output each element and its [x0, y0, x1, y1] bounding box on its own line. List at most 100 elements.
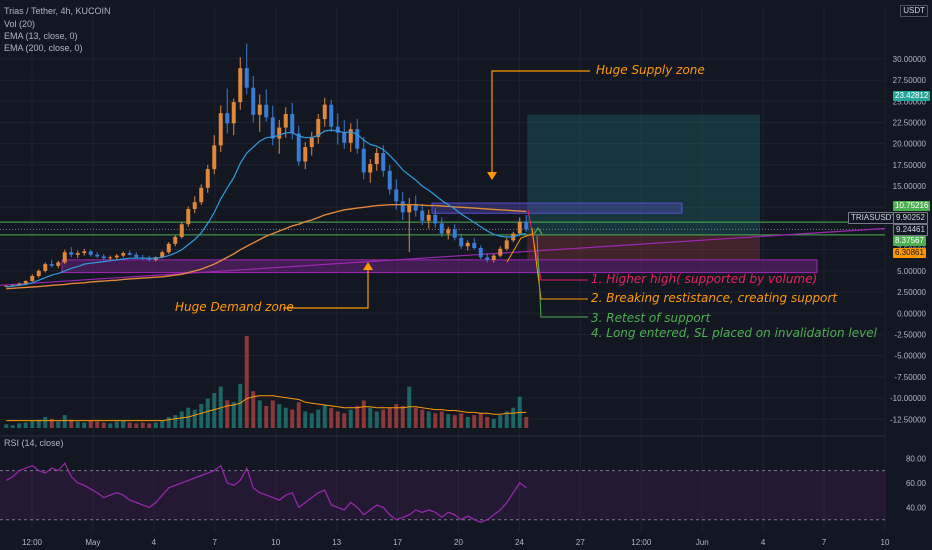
rsi-tick-label-0: 80.00	[906, 454, 927, 463]
candle-body-60	[394, 189, 399, 202]
volume-bar-12	[82, 422, 87, 428]
volume-bar-13	[88, 420, 93, 428]
volume-bar-70	[459, 413, 464, 428]
volume-bar-15	[101, 422, 106, 428]
candle-body-70	[459, 237, 464, 247]
volume-bar-40	[264, 405, 269, 428]
x-tick-label-0: 12:00	[22, 538, 43, 547]
candle-body-19	[127, 253, 132, 255]
candle-body-42	[277, 127, 282, 139]
candle-body-66	[433, 214, 438, 224]
candle-body-28	[186, 208, 191, 225]
volume-bar-80	[524, 416, 529, 428]
candle-body-40	[264, 104, 269, 118]
candle-body-44	[290, 114, 295, 134]
candle-body-56	[368, 164, 373, 173]
volume-bar-44	[290, 409, 295, 428]
volume-bar-11	[75, 421, 80, 428]
candle-body-68	[446, 229, 451, 234]
step1-label: 1. Higher high( supported by volume)	[591, 272, 818, 286]
candle-body-73	[478, 247, 483, 258]
supply-zone-label: Huge Supply zone	[596, 63, 705, 77]
ema-lines-layer	[6, 129, 527, 290]
candle-body-16	[108, 257, 113, 259]
candle-body-36	[238, 68, 243, 103]
rsi-legend: RSI (14, close)	[4, 438, 64, 448]
candle-body-3	[23, 281, 28, 284]
candle-body-4	[30, 275, 35, 282]
volume-bar-18	[121, 420, 126, 428]
volume-bar-41	[270, 400, 275, 428]
volume-bar-0	[4, 424, 9, 428]
volume-bar-28	[186, 407, 191, 428]
candle-body-61	[400, 201, 405, 213]
candle-body-50	[329, 104, 334, 127]
candle-body-45	[296, 133, 301, 162]
demand-arrow-head	[363, 262, 373, 270]
candle-body-6	[43, 264, 48, 271]
support-price-tag: 8.37567	[893, 236, 926, 246]
volume-bar-6	[43, 416, 48, 428]
volume-bar-10	[69, 419, 74, 428]
volume-bar-31	[205, 398, 210, 428]
annotation-arrows	[283, 70, 590, 318]
volume-bar-32	[212, 393, 217, 428]
x-tick-label-6: 17	[393, 538, 402, 547]
candle-body-20	[134, 254, 139, 258]
volume-bar-27	[179, 411, 184, 428]
candle-body-33	[218, 113, 223, 146]
y-tick-label-1: 27.50000	[893, 76, 927, 85]
y-tick-label-6: 15.00000	[893, 182, 927, 191]
ema13-legend: EMA (13, close, 0)	[4, 31, 78, 41]
step2-label: 2. Breaking restistance, creating suppor…	[591, 291, 838, 305]
candle-body-12	[82, 251, 87, 254]
candles-layer	[4, 43, 529, 287]
x-tick-label-3: 7	[213, 538, 218, 547]
candle-body-34	[225, 113, 230, 124]
volume-bar-37	[244, 336, 249, 428]
volume-bar-30	[199, 404, 204, 428]
ema13-line	[6, 129, 527, 288]
volume-bar-17	[114, 421, 119, 428]
candle-body-62	[407, 204, 412, 213]
time-axis[interactable]: 12:00 May 4 7 10 13 17 20 24 27 12:00 Jun 4 7 10	[22, 538, 890, 547]
volume-bar-16	[108, 423, 113, 428]
candle-body-39	[257, 104, 262, 115]
volume-bar-26	[173, 415, 178, 428]
x-tick-label-8: 24	[515, 538, 524, 547]
volume-bar-74	[485, 416, 490, 428]
candle-body-38	[251, 87, 256, 115]
volume-bar-39	[257, 400, 262, 428]
x-tick-label-14: 10	[881, 538, 890, 547]
x-tick-label-12: 4	[761, 538, 766, 547]
supply-zone	[431, 202, 683, 214]
volume-bar-25	[166, 416, 171, 428]
volume-bar-64	[420, 409, 425, 428]
candle-body-55	[361, 148, 366, 173]
candle-body-47	[309, 136, 314, 148]
volume-bar-5	[36, 419, 41, 428]
volume-bar-38	[251, 391, 256, 428]
candle-body-18	[121, 253, 126, 256]
candle-body-32	[212, 145, 217, 170]
volume-bar-8	[56, 421, 61, 428]
candle-body-0	[4, 285, 9, 287]
volume-bar-3	[23, 422, 28, 428]
candle-body-67	[439, 223, 444, 234]
y-tick-label-3: 22.50000	[893, 118, 927, 127]
demand-zone-label: Huge Demand zone	[175, 300, 294, 314]
step4-label: 4. Long entered, SL placed on invalidati…	[591, 326, 877, 340]
y-tick-label-2: 25.00000	[893, 97, 927, 106]
candle-body-25	[166, 243, 171, 253]
candle-body-59	[387, 170, 392, 190]
y-tick-label-14: -7.50000	[894, 373, 926, 382]
candle-body-53	[348, 129, 353, 143]
currency-label[interactable]: USDT	[900, 5, 928, 17]
y-tick-label-13: -5.00000	[894, 352, 926, 361]
candle-body-64	[420, 210, 425, 221]
candle-body-37	[244, 68, 249, 88]
volume-bar-54	[355, 405, 360, 428]
x-tick-label-4: 10	[271, 538, 280, 547]
candle-body-69	[452, 229, 457, 238]
